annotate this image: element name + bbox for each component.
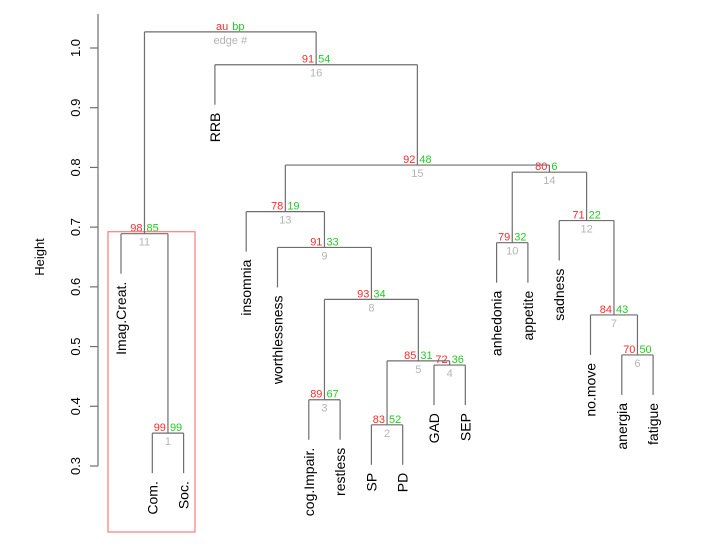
edge-number: 16 [310, 68, 322, 80]
au-value: 89 [310, 389, 322, 401]
y-tick-label: 0.7 [68, 218, 83, 236]
edge-number: 12 [580, 224, 592, 236]
bp-value: 19 [287, 201, 299, 213]
leaf-label: restless [332, 448, 348, 496]
y-tick-label: 0.3 [68, 457, 83, 475]
au-value: 93 [357, 288, 369, 300]
au-value: 84 [600, 304, 612, 316]
bp-value: 43 [616, 304, 628, 316]
leaf-label: insomnia [238, 259, 254, 315]
leaf-label: appetite [520, 290, 536, 340]
au-value: 85 [404, 350, 416, 362]
bp-value: 32 [514, 232, 526, 244]
bp-value: 99 [170, 422, 182, 434]
edge-number: 8 [368, 302, 374, 314]
edge-number: 14 [543, 175, 555, 187]
edge-number: 5 [415, 364, 421, 376]
y-axis: 0.3 0.4 0.5 0.6 0.7 0.8 0.9 1.0 [68, 14, 99, 475]
y-tick-label: 0.9 [68, 99, 83, 117]
leaf-label: RRB [207, 113, 223, 143]
au-value: 91 [310, 236, 322, 248]
bp-value: 36 [452, 354, 464, 366]
edge-number: 9 [321, 250, 327, 262]
leaf-label: worthlessness [270, 295, 286, 385]
bp-value: 22 [589, 210, 601, 222]
leaf-label: Soc. [176, 481, 192, 509]
bp-value: 85 [146, 223, 158, 235]
y-axis-label: Height [32, 238, 47, 276]
edge-number: 6 [634, 358, 640, 370]
edge-number: 1 [165, 436, 171, 448]
y-tick-label: 0.4 [68, 397, 83, 415]
bp-value: 31 [420, 350, 432, 362]
bp-value: 52 [389, 414, 401, 426]
cluster-highlight-box [107, 231, 196, 533]
au-value: 92 [403, 154, 415, 166]
edge-number: 10 [506, 246, 518, 258]
leaf-label: SEP [457, 413, 473, 441]
au-value: 79 [498, 232, 510, 244]
leaf-label: Com. [144, 481, 160, 514]
edge-number: 11 [139, 237, 150, 249]
leaf-label: SP [363, 473, 379, 492]
edge-number: 3 [321, 403, 327, 415]
edge-number: 4 [447, 368, 453, 380]
au-value: 80 [535, 161, 547, 173]
edge-number: 15 [411, 168, 423, 180]
bp-value: 6 [551, 161, 557, 173]
legend-edge: edge # [213, 35, 248, 47]
au-value: 78 [271, 201, 283, 213]
au-value: 70 [623, 344, 635, 356]
leaf-label: PD [395, 473, 411, 492]
leaf-label: sadness [551, 269, 567, 321]
edge-number: 13 [279, 215, 291, 227]
y-tick-label: 0.5 [68, 338, 83, 356]
bp-value: 33 [326, 236, 338, 248]
legend-au: au [216, 21, 228, 33]
leaf-label: GAD [426, 413, 442, 443]
edge-number: 7 [611, 318, 617, 330]
leaf-label: anergia [614, 403, 630, 450]
au-value: 83 [373, 414, 385, 426]
edge-number: 2 [384, 428, 390, 440]
leaf-label: Imag.Creat. [113, 282, 129, 355]
leaf-label: fatigue [645, 403, 661, 445]
au-value: 91 [302, 54, 314, 66]
bp-value: 54 [318, 54, 330, 66]
au-value: 99 [154, 422, 166, 434]
y-tick-label: 0.8 [68, 158, 83, 176]
legend-bp: bp [232, 21, 244, 33]
leaf-label: no.move [583, 363, 599, 417]
leaf-label: cog.Impair. [301, 448, 317, 516]
y-tick-label: 1.0 [68, 39, 83, 57]
bp-value: 48 [419, 154, 431, 166]
leaf-label: anhedonia [489, 290, 505, 356]
bp-value: 50 [639, 344, 651, 356]
bp-value: 67 [326, 389, 338, 401]
bp-value: 34 [373, 288, 385, 300]
y-tick-label: 0.6 [68, 278, 83, 296]
au-value: 98 [130, 223, 142, 235]
au-value: 71 [572, 210, 584, 222]
au-value: 72 [435, 354, 447, 366]
